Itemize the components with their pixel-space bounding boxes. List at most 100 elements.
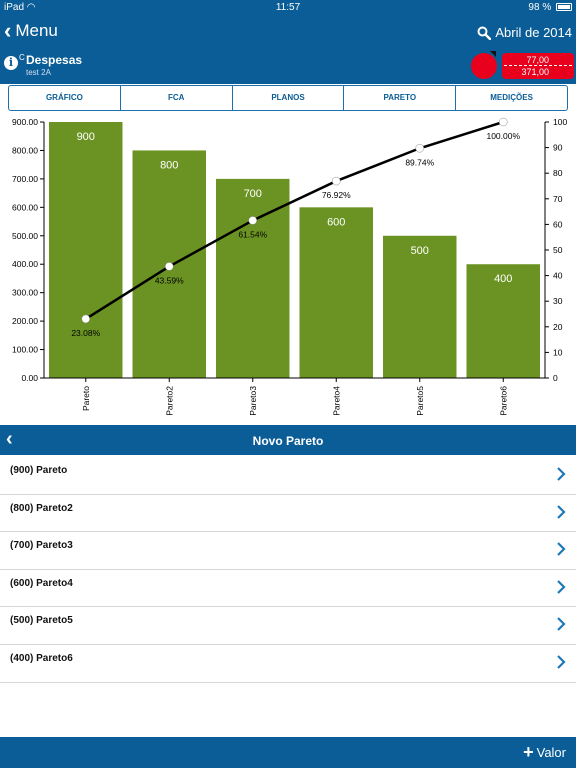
y-tick-label: 0.00 <box>21 373 38 383</box>
values-badge: 77,00 371,00 <box>502 53 574 79</box>
tab-bar: GRÁFICO FCA PLANOS PARETO MEDIÇÕES <box>0 84 576 114</box>
tab-pareto[interactable]: PARETO <box>344 86 457 110</box>
cumulative-label: 23.08% <box>71 328 100 338</box>
y-tick-label: 700.00 <box>12 174 38 184</box>
plus-icon: + <box>523 742 534 762</box>
corner-flag-icon <box>490 51 496 57</box>
y2-tick-label: 10 <box>553 347 563 357</box>
cumulative-label: 100.00% <box>486 131 520 141</box>
status-indicator-dot <box>471 53 497 79</box>
y2-tick-label: 60 <box>553 219 563 229</box>
wifi-icon: ◠ <box>26 2 36 13</box>
cumulative-line <box>85 120 504 320</box>
list-item[interactable]: (500) Pareto5 <box>0 607 576 645</box>
value-actual: 77,00 <box>526 55 549 65</box>
tab-medicoes[interactable]: MEDIÇÕES <box>490 93 533 102</box>
tab-planos[interactable]: PLANOS <box>233 86 345 110</box>
y2-tick-label: 100 <box>553 117 567 127</box>
list-item[interactable]: (400) Pareto6 <box>0 645 576 683</box>
info-icon[interactable]: i <box>4 56 18 70</box>
indicator-code: C <box>19 53 25 62</box>
x-tick-label: Pareto6 <box>498 386 508 416</box>
list-back-button[interactable]: ‹ <box>6 428 13 450</box>
period-label: Abril de 2014 <box>495 25 572 40</box>
y2-tick-label: 30 <box>553 296 563 306</box>
bar <box>383 235 457 378</box>
value-divider <box>504 65 572 66</box>
add-value-button[interactable]: + Valor <box>523 742 566 762</box>
status-device: iPad ◠ <box>4 2 36 13</box>
bar-value-label: 400 <box>494 273 512 285</box>
cumulative-label: 43.59% <box>155 275 184 285</box>
chevron-right-icon <box>557 504 566 519</box>
x-tick-label: Pareto4 <box>331 386 341 416</box>
value-target: 371,00 <box>521 67 549 77</box>
y-tick-label: 600.00 <box>12 202 38 212</box>
pareto-chart: 9008007006005004000.00100.00200.00300.00… <box>12 117 567 416</box>
chevron-right-icon <box>557 655 566 669</box>
list-item[interactable]: (900) Pareto <box>0 457 576 495</box>
bar-value-label: 700 <box>244 188 262 200</box>
chevron-left-icon: ‹ <box>4 18 12 43</box>
cumulative-label: 76.92% <box>322 190 351 200</box>
y-tick-label: 100.00 <box>12 345 38 355</box>
list-item[interactable]: (800) Pareto2 <box>0 495 576 533</box>
tab-fca[interactable]: FCA <box>121 86 233 110</box>
cumulative-point <box>248 216 257 225</box>
x-tick-label: Pareto5 <box>415 386 425 416</box>
device-name: iPad <box>4 2 25 13</box>
status-battery: 98 % <box>528 2 572 13</box>
search-icon <box>477 26 492 40</box>
add-value-label: Valor <box>536 744 566 760</box>
list-item[interactable]: (700) Pareto3 <box>0 532 576 570</box>
bar-value-label: 500 <box>411 245 429 257</box>
list-item-label: (800) Pareto2 <box>10 502 73 514</box>
x-tick-label: Pareto3 <box>248 386 258 416</box>
list-title: Novo Pareto <box>252 434 324 448</box>
battery-icon <box>556 3 572 11</box>
cumulative-point <box>415 144 424 153</box>
cumulative-point <box>81 314 90 324</box>
bar-value-label: 800 <box>160 159 178 171</box>
cumulative-point <box>165 262 174 271</box>
indicator-subtitle: test 2A <box>26 68 51 77</box>
y2-tick-label: 80 <box>553 168 563 178</box>
tab-grafico[interactable]: GRÁFICO <box>9 86 121 110</box>
battery-percent: 98 % <box>528 2 552 13</box>
cumulative-label: 61.54% <box>238 229 267 239</box>
cumulative-point <box>499 117 508 127</box>
y2-tick-label: 0 <box>553 373 558 383</box>
cumulative-point <box>332 176 341 186</box>
list-item-label: (600) Pareto4 <box>10 577 73 589</box>
segmented-tabs: GRÁFICO FCA PLANOS PARETO MEDIÇÕES <box>8 85 568 111</box>
x-tick-label: Pareto2 <box>164 386 174 416</box>
bar <box>299 207 373 378</box>
list-item-label: (700) Pareto3 <box>10 540 73 552</box>
y-tick-label: 200.00 <box>12 316 38 326</box>
list-item-label: (900) Pareto <box>10 465 68 476</box>
indicator-header: i C Despesas test 2A 77,00 371,00 <box>0 50 576 84</box>
bar-value-label: 900 <box>77 131 95 143</box>
status-time: 11:57 <box>275 2 301 13</box>
bar-value-label: 600 <box>327 216 345 228</box>
chevron-right-icon <box>557 542 566 556</box>
y2-tick-label: 40 <box>553 271 563 281</box>
period-search-button[interactable]: Abril de 2014 <box>477 25 572 40</box>
list-item-label: (400) Pareto6 <box>10 652 73 664</box>
bar <box>216 178 290 378</box>
status-bar: iPad ◠ 11:57 98 % <box>0 0 576 16</box>
chevron-right-icon <box>557 580 566 594</box>
y2-tick-label: 50 <box>553 245 563 255</box>
chevron-right-icon <box>557 467 566 481</box>
y2-tick-label: 90 <box>553 143 563 153</box>
y2-tick-label: 20 <box>553 322 563 332</box>
menu-back-button[interactable]: ‹ Menu <box>4 20 58 42</box>
list-item-label: (500) Pareto5 <box>10 615 73 627</box>
cumulative-label: 89.74% <box>405 157 434 167</box>
list-item[interactable]: (600) Pareto4 <box>0 570 576 608</box>
bottom-toolbar: + Valor <box>0 737 576 768</box>
y-tick-label: 400.00 <box>12 259 38 269</box>
y2-tick-label: 70 <box>553 194 563 204</box>
y-tick-label: 500.00 <box>12 231 38 241</box>
x-tick-label: Pareto <box>81 386 91 411</box>
